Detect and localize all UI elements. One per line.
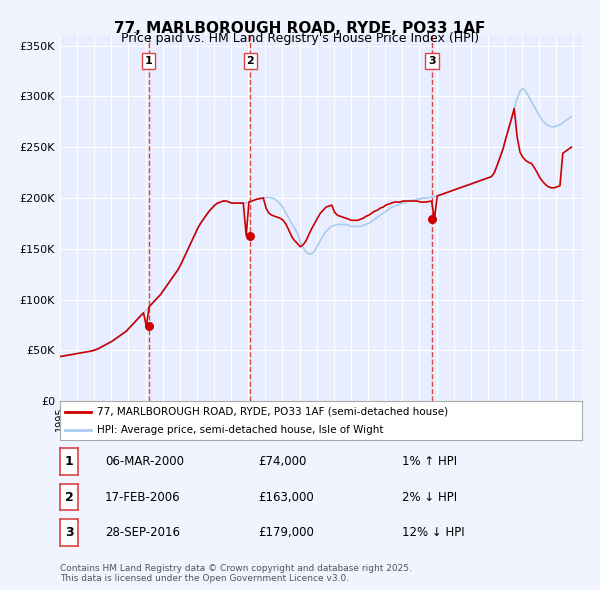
Text: 1% ↑ HPI: 1% ↑ HPI xyxy=(402,455,457,468)
Text: 2: 2 xyxy=(65,490,73,504)
Point xyxy=(427,215,437,224)
Text: 17-FEB-2006: 17-FEB-2006 xyxy=(105,491,181,504)
Text: 28-SEP-2016: 28-SEP-2016 xyxy=(105,526,180,539)
Text: Contains HM Land Registry data © Crown copyright and database right 2025.
This d: Contains HM Land Registry data © Crown c… xyxy=(60,563,412,583)
Text: 77, MARLBOROUGH ROAD, RYDE, PO33 1AF (semi-detached house): 77, MARLBOROUGH ROAD, RYDE, PO33 1AF (se… xyxy=(97,407,448,417)
Text: 2: 2 xyxy=(247,56,254,66)
Text: 12% ↓ HPI: 12% ↓ HPI xyxy=(402,526,464,539)
Text: 1: 1 xyxy=(145,56,152,66)
Text: Price paid vs. HM Land Registry's House Price Index (HPI): Price paid vs. HM Land Registry's House … xyxy=(121,32,479,45)
Text: 3: 3 xyxy=(428,56,436,66)
Text: £74,000: £74,000 xyxy=(258,455,307,468)
Text: 2% ↓ HPI: 2% ↓ HPI xyxy=(402,491,457,504)
Text: 1: 1 xyxy=(65,455,73,468)
Text: £179,000: £179,000 xyxy=(258,526,314,539)
Text: £163,000: £163,000 xyxy=(258,491,314,504)
Text: 06-MAR-2000: 06-MAR-2000 xyxy=(105,455,184,468)
Text: 77, MARLBOROUGH ROAD, RYDE, PO33 1AF: 77, MARLBOROUGH ROAD, RYDE, PO33 1AF xyxy=(115,21,485,35)
Text: 3: 3 xyxy=(65,526,73,539)
Point xyxy=(245,231,255,240)
Text: HPI: Average price, semi-detached house, Isle of Wight: HPI: Average price, semi-detached house,… xyxy=(97,425,383,435)
Point xyxy=(144,322,154,331)
